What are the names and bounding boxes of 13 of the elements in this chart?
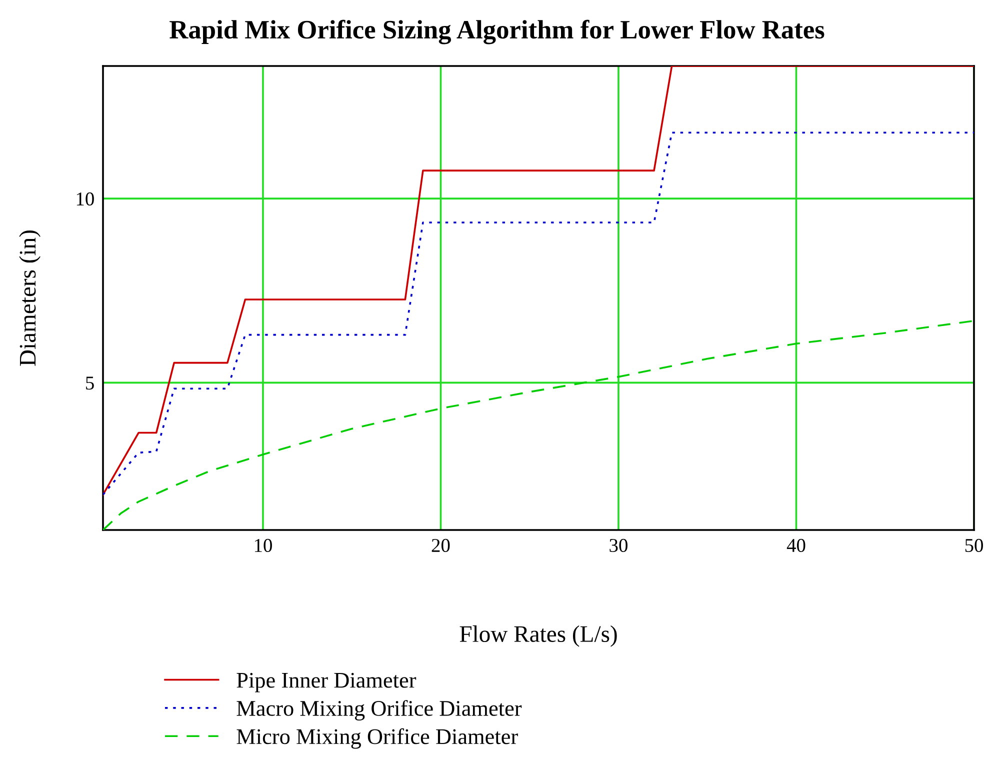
chart-title: Rapid Mix Orifice Sizing Algorithm for Lower Flow Rates: [170, 20, 824, 44]
line-series: [103, 132, 974, 496]
x-tick-label: 30: [610, 538, 628, 552]
x-tick-label: 10: [254, 538, 272, 552]
legend-label: Micro Mixing Orifice Diameter: [236, 728, 518, 749]
x-axis-title: Flow Rates (L/s): [460, 625, 617, 647]
x-tick-label: 20: [432, 538, 450, 552]
y-tick-label: 5: [86, 376, 94, 390]
legend-label: Pipe Inner Diameter: [236, 672, 416, 692]
legend-label: Macro Mixing Orifice Diameter: [236, 700, 522, 721]
x-tick-label: 40: [786, 538, 806, 552]
y-axis-title: Diameters (in): [19, 230, 40, 366]
x-tick-label: 50: [965, 538, 983, 552]
